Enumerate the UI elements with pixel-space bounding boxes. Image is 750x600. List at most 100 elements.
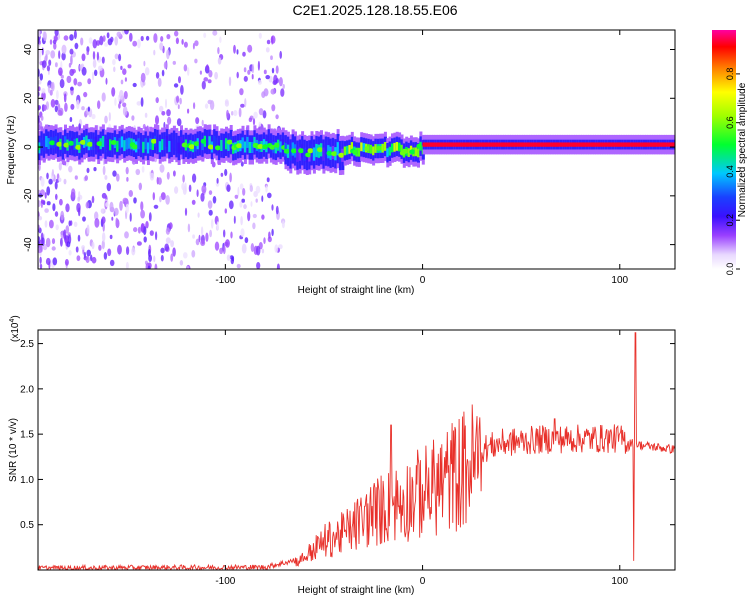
spectrogram-cell: [116, 173, 120, 182]
spectrogram-cell: [175, 37, 179, 45]
spectrogram-cell: [107, 248, 112, 257]
spectrogram-cell: [214, 241, 220, 251]
spectrogram-cell: [73, 78, 78, 86]
spectrogram-frame: [37, 29, 676, 270]
spectrogram-cell: [39, 263, 43, 269]
spectrogram-cell: [209, 229, 213, 238]
spectrogram-cell: [68, 62, 72, 68]
snr-ytick-label: 2.0: [20, 384, 34, 395]
spectrogram-cell: [212, 30, 218, 36]
spectrogram-cell: [153, 49, 156, 56]
spectrogram-cell: [270, 88, 276, 95]
spectrogram-cell: [63, 35, 69, 41]
spectrogram-cell: [258, 108, 264, 116]
spectrogram-cell: [63, 178, 67, 185]
spectrogram-cell: [152, 192, 155, 201]
spectrogram-cell: [188, 184, 192, 192]
spectrogram-cell: [214, 71, 219, 80]
spectrogram-cell: [159, 42, 164, 51]
spectrogram-cell: [118, 103, 121, 109]
spectrogram-cell: [255, 198, 258, 203]
spectrogram-cell: [307, 148, 314, 154]
spectrogram-cell: [208, 70, 213, 78]
snr-xtick-label: -100: [215, 576, 235, 587]
spectrogram-xlabel: Height of straight line (km): [298, 285, 415, 296]
spectrogram-cell: [94, 211, 99, 221]
spectrogram-cell: [275, 65, 279, 74]
spectrogram-cell: [168, 140, 172, 152]
spectrogram-cell: [159, 164, 165, 173]
spectrogram-cell: [40, 177, 45, 187]
spectrogram-cell: [239, 201, 243, 208]
spectrogram-cell: [208, 190, 213, 196]
spectrogram-cell: [324, 144, 328, 158]
spectrogram-cell: [166, 34, 171, 40]
spectrogram-cell: [186, 265, 190, 269]
spectrogram-cell: [388, 146, 392, 156]
spectrogram-cell: [71, 188, 76, 198]
spectrogram-cell: [118, 53, 122, 62]
spectrogram-cell: [263, 237, 266, 245]
spectrogram-cell: [409, 149, 416, 155]
spectrogram-cell: [200, 240, 206, 246]
spectrogram-cell: [52, 257, 58, 266]
spectrogram-cell: [116, 140, 120, 152]
spectrogram-cell: [159, 105, 164, 112]
spectrogram-cell: [275, 205, 279, 215]
spectrogram-cell: [144, 67, 150, 76]
spectrogram-cell: [177, 104, 180, 110]
spectrogram-cell: [116, 31, 122, 37]
spectrogram-cell: [170, 139, 174, 151]
spectrogram-cell: [50, 82, 54, 90]
spectrogram-cell: [283, 148, 290, 154]
spectrogram-cell: [109, 259, 115, 267]
spectrogram-cell: [201, 80, 206, 90]
spectrogram-cell: [87, 141, 94, 147]
spectrogram-cell: [312, 147, 316, 161]
spectrogram-cell: [44, 208, 49, 213]
spectrogram-cell: [124, 30, 129, 35]
spectrogram-cell: [156, 136, 160, 148]
spectrogram-cell: [79, 64, 83, 71]
spectrogram-cell: [226, 184, 231, 192]
spectrogram-cell: [230, 231, 233, 239]
spectrogram-cell: [172, 60, 176, 65]
spectrogram-cell: [102, 165, 106, 176]
spectrogram-cell: [207, 79, 212, 84]
spectrogram-cell: [104, 141, 108, 153]
spectrogram-cell: [114, 97, 117, 106]
spectrogram-cell: [170, 253, 174, 262]
spectrogram-cell: [225, 138, 228, 150]
spectrogram-cell: [145, 221, 149, 229]
spectrogram-cell: [94, 69, 98, 77]
spectrogram-cell: [183, 252, 188, 259]
spectrogram-cell: [402, 148, 409, 154]
spectrogram-cell: [91, 256, 97, 264]
spectrogram-cell: [172, 247, 176, 257]
spectrogram-cell: [87, 106, 90, 112]
spectrogram-cell: [96, 141, 103, 147]
spectrogram-cell: [46, 186, 51, 196]
spectrogram-cell: [244, 98, 247, 108]
spectrogram-ytick-label: 20: [23, 92, 34, 104]
spectrogram-cell: [46, 172, 49, 180]
spectrogram-cell: [391, 143, 394, 153]
spectrogram-cell: [271, 104, 276, 112]
spectrogram-cell: [383, 142, 387, 151]
spectrogram-cell: [243, 204, 247, 210]
spectrogram-cell: [240, 216, 243, 226]
spectrogram-cell: [208, 209, 213, 216]
spectrogram-cell: [263, 69, 267, 75]
spectrogram-cell: [151, 138, 157, 144]
spectrogram-cell: [75, 246, 79, 253]
spectrogram-cell: [178, 76, 181, 84]
spectrogram-cell: [279, 50, 283, 59]
spectrogram-cell: [393, 142, 397, 152]
spectrogram-cell: [47, 138, 51, 150]
spectrogram-cell: [81, 106, 85, 111]
spectrogram-cell: [217, 57, 222, 65]
spectrogram-cell: [92, 51, 96, 60]
spectrogram-cell: [51, 246, 56, 251]
spectrogram-cell: [61, 44, 67, 54]
spectrogram-cell: [100, 208, 104, 214]
